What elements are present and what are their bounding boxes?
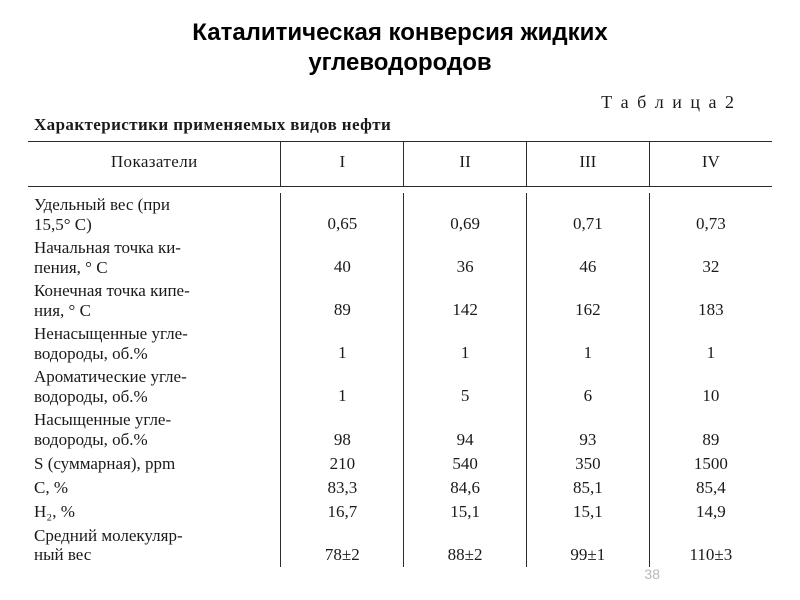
col-header-label: Показатели	[28, 142, 281, 186]
cell: 88±2	[404, 524, 527, 567]
cell: 5	[404, 365, 527, 408]
table-row: C, %83,384,685,185,4	[28, 476, 772, 500]
cell: 16,7	[281, 500, 404, 524]
cell: 1	[281, 365, 404, 408]
row-label: Ароматические угле- водороды, об.%	[28, 365, 281, 408]
row-label: C, %	[28, 476, 281, 500]
table-row: Насыщенные угле- водороды, об.%98949389	[28, 408, 772, 451]
table-header: Показатели I II III IV	[28, 142, 772, 186]
table-row: Конечная точка кипе- ния, ° С89142162183	[28, 279, 772, 322]
col-header-3: III	[526, 142, 649, 186]
table-header-block: Показатели I II III IV	[28, 141, 772, 187]
row-label: Удельный вес (при 15,5° С)	[28, 193, 281, 236]
cell: 540	[404, 452, 527, 476]
cell: 1	[526, 322, 649, 365]
cell: 36	[404, 236, 527, 279]
page-title: Каталитическая конверсия жидких углеводо…	[0, 0, 800, 84]
cell: 99±1	[526, 524, 649, 567]
page-number: 38	[644, 566, 660, 582]
table-region: Т а б л и ц а 2 Характеристики применяем…	[28, 92, 772, 567]
cell: 0,73	[649, 193, 772, 236]
cell: 89	[649, 408, 772, 451]
page: Каталитическая конверсия жидких углеводо…	[0, 0, 800, 600]
title-line-1: Каталитическая конверсия жидких	[192, 19, 607, 46]
table-row: Начальная точка ки- пения, ° С40364632	[28, 236, 772, 279]
table-row: H₂, %16,715,115,114,9	[28, 500, 772, 524]
title-line-2: углеводородов	[308, 49, 491, 76]
cell: 0,71	[526, 193, 649, 236]
table-caption: Характеристики применяемых видов нефти	[34, 115, 772, 135]
cell: 6	[526, 365, 649, 408]
row-label: S (суммарная), ppm	[28, 452, 281, 476]
table-body: Удельный вес (при 15,5° С)0,650,690,710,…	[28, 193, 772, 567]
cell: 142	[404, 279, 527, 322]
cell: 46	[526, 236, 649, 279]
cell: 15,1	[526, 500, 649, 524]
col-header-1: I	[281, 142, 404, 186]
cell: 94	[404, 408, 527, 451]
col-header-2: II	[404, 142, 527, 186]
cell: 85,4	[649, 476, 772, 500]
cell: 85,1	[526, 476, 649, 500]
cell: 350	[526, 452, 649, 476]
cell: 98	[281, 408, 404, 451]
table-body-block: Удельный вес (при 15,5° С)0,650,690,710,…	[28, 193, 772, 567]
cell: 15,1	[404, 500, 527, 524]
row-label: Средний молекуляр- ный вес	[28, 524, 281, 567]
cell: 183	[649, 279, 772, 322]
table-row: Средний молекуляр- ный вес78±288±299±111…	[28, 524, 772, 567]
table-row: Ненасыщенные угле- водороды, об.%1111	[28, 322, 772, 365]
cell: 84,6	[404, 476, 527, 500]
cell: 1	[404, 322, 527, 365]
table-row: Ароматические угле- водороды, об.%15610	[28, 365, 772, 408]
table-row: Удельный вес (при 15,5° С)0,650,690,710,…	[28, 193, 772, 236]
table-number-label: Т а б л и ц а 2	[28, 92, 772, 113]
table-row: S (суммарная), ppm2105403501500	[28, 452, 772, 476]
col-header-4: IV	[649, 142, 772, 186]
cell: 110±3	[649, 524, 772, 567]
row-label: Конечная точка кипе- ния, ° С	[28, 279, 281, 322]
cell: 32	[649, 236, 772, 279]
cell: 10	[649, 365, 772, 408]
cell: 1	[649, 322, 772, 365]
cell: 0,65	[281, 193, 404, 236]
cell: 78±2	[281, 524, 404, 567]
row-label: Ненасыщенные угле- водороды, об.%	[28, 322, 281, 365]
row-label: Насыщенные угле- водороды, об.%	[28, 408, 281, 451]
table-header-row: Показатели I II III IV	[28, 142, 772, 186]
row-label: H₂, %	[28, 500, 281, 524]
cell: 83,3	[281, 476, 404, 500]
cell: 93	[526, 408, 649, 451]
cell: 1	[281, 322, 404, 365]
cell: 1500	[649, 452, 772, 476]
row-label: Начальная точка ки- пения, ° С	[28, 236, 281, 279]
cell: 14,9	[649, 500, 772, 524]
cell: 210	[281, 452, 404, 476]
cell: 89	[281, 279, 404, 322]
cell: 40	[281, 236, 404, 279]
cell: 0,69	[404, 193, 527, 236]
cell: 162	[526, 279, 649, 322]
